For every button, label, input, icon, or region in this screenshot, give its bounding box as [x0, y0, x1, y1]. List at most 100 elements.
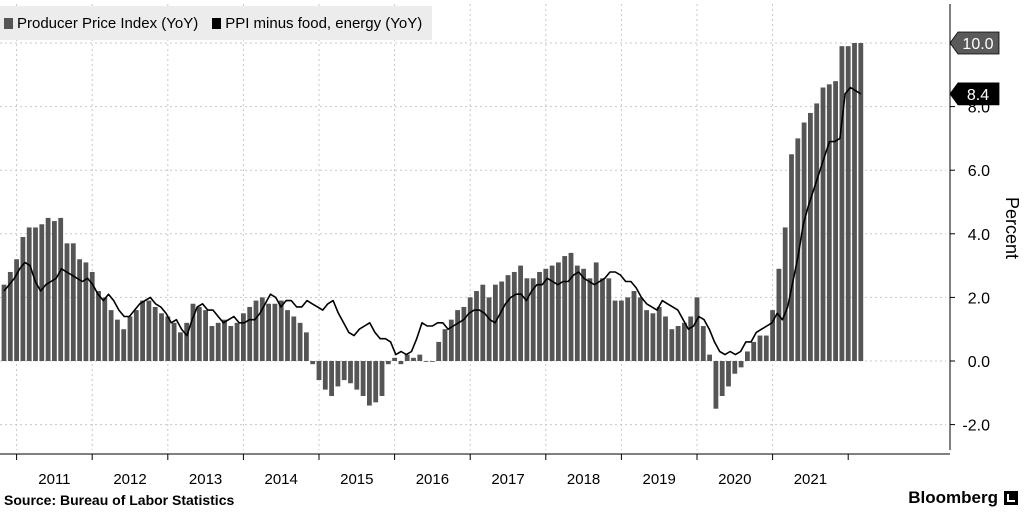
ppi-bar	[751, 341, 757, 361]
x-tick-label: 2019	[643, 471, 676, 488]
ppi-bar	[606, 278, 612, 361]
ppi-bar	[39, 224, 45, 361]
ppi-bar	[285, 310, 290, 361]
ppi-bar	[234, 322, 240, 361]
ppi-bar	[826, 84, 832, 361]
ppi-bar	[115, 319, 120, 361]
x-tick-label: 2014	[265, 471, 298, 488]
legend: Producer Price Index (YoY) PPI minus foo…	[0, 6, 433, 40]
ppi-bar	[385, 361, 391, 365]
ppi-bar	[108, 310, 114, 361]
ppi-end-label-text: 10.0	[962, 36, 993, 53]
ppi-bar	[688, 316, 694, 361]
ppi-bar	[726, 361, 731, 387]
ppi-bar	[14, 259, 19, 361]
ppi-bar	[587, 278, 593, 361]
ppi-bar	[537, 271, 542, 361]
ppi-bar	[367, 361, 372, 406]
ppi-bar	[745, 351, 750, 361]
ppi-bar	[190, 303, 196, 361]
ppi-bar	[719, 361, 725, 396]
ppi-bar	[411, 357, 416, 361]
ppi-bar	[436, 341, 442, 361]
ppi-bar	[404, 354, 410, 361]
brand-name: Bloomberg	[908, 488, 998, 507]
ppi-bar	[631, 291, 637, 361]
ppi-bar	[474, 291, 479, 361]
ppi-bar	[259, 297, 265, 361]
ppi-bar	[196, 306, 202, 361]
legend-swatch-ppi	[4, 17, 13, 29]
ppi-bar	[398, 361, 404, 365]
ppi-bar	[543, 268, 549, 361]
ppi-bar	[852, 43, 857, 361]
ppi-bar	[656, 306, 662, 361]
y-tick-label: 0.0	[968, 354, 990, 371]
ppi-bar	[278, 300, 284, 361]
ppi-bar	[159, 313, 164, 361]
ppi-bar	[795, 138, 801, 361]
ppi-bar	[96, 291, 101, 361]
ppi-bar	[782, 227, 788, 361]
ppi-bar	[297, 322, 303, 361]
ppi-bar	[581, 268, 586, 361]
brand-logo: Bloomberg	[908, 488, 1018, 508]
x-tick-label: 2011	[38, 471, 70, 488]
ppi-bar	[184, 322, 190, 361]
ppi-bar	[64, 243, 70, 361]
ppi-bar	[52, 221, 57, 361]
ppi-bar	[417, 354, 423, 361]
ppi-bar	[178, 332, 183, 361]
ppi-bar	[461, 306, 467, 361]
ppi-bar	[310, 361, 316, 365]
ppi-bar	[511, 271, 517, 361]
ppi-bar	[480, 284, 486, 361]
y-tick-label: 4.0	[968, 227, 990, 244]
ppi-bar	[241, 313, 246, 361]
ppi-bar	[392, 357, 397, 361]
ppi-bar	[833, 81, 838, 361]
ppi-bar	[505, 275, 511, 361]
ppi-bar	[1, 284, 7, 361]
x-tick-label: 2015	[340, 471, 373, 488]
ppi-bar	[650, 313, 656, 361]
core-ppi-series-line	[3, 86, 862, 356]
ppi-bar	[455, 310, 460, 361]
ppi-bar	[442, 329, 448, 361]
ppi-bar	[89, 271, 95, 361]
ppi-bar	[152, 306, 158, 361]
ppi-bar	[127, 316, 133, 361]
ppi-bar	[146, 300, 152, 361]
ppi-bar	[707, 354, 712, 361]
ppi-bar	[625, 297, 631, 361]
x-tick-label: 2016	[416, 471, 449, 488]
ppi-bar	[209, 326, 215, 361]
ppi-bar	[322, 361, 328, 390]
ppi-bar	[619, 300, 624, 361]
ppi-bar	[222, 319, 227, 361]
ppi-bar	[20, 236, 26, 361]
legend-item-ppi: Producer Price Index (YoY)	[4, 15, 198, 32]
y-axis-title: Percent	[1002, 197, 1022, 259]
ppi-bar	[379, 361, 385, 396]
ppi-bar	[524, 278, 530, 361]
ppi-bar	[770, 310, 775, 361]
ppi-bar	[348, 361, 353, 384]
ppi-bar	[304, 332, 309, 361]
ppi-bar	[700, 326, 706, 361]
core-ppi-end-label-shape	[949, 82, 1000, 106]
ppi-bar	[360, 361, 366, 396]
ppi-bar	[789, 154, 794, 361]
ppi-bar	[266, 303, 271, 361]
ppi-bar	[335, 361, 341, 387]
ppi-bar	[499, 281, 505, 361]
ppi-bar	[329, 361, 334, 396]
legend-swatch-core	[212, 17, 222, 29]
bloomberg-terminal-icon	[1004, 491, 1018, 505]
ppi-bar	[593, 262, 599, 361]
ppi-bar	[600, 278, 605, 361]
x-tick-label: 2013	[189, 471, 222, 488]
legend-label-ppi: Producer Price Index (YoY)	[17, 14, 199, 32]
ppi-bar	[644, 310, 649, 361]
ppi-bar	[7, 271, 13, 361]
